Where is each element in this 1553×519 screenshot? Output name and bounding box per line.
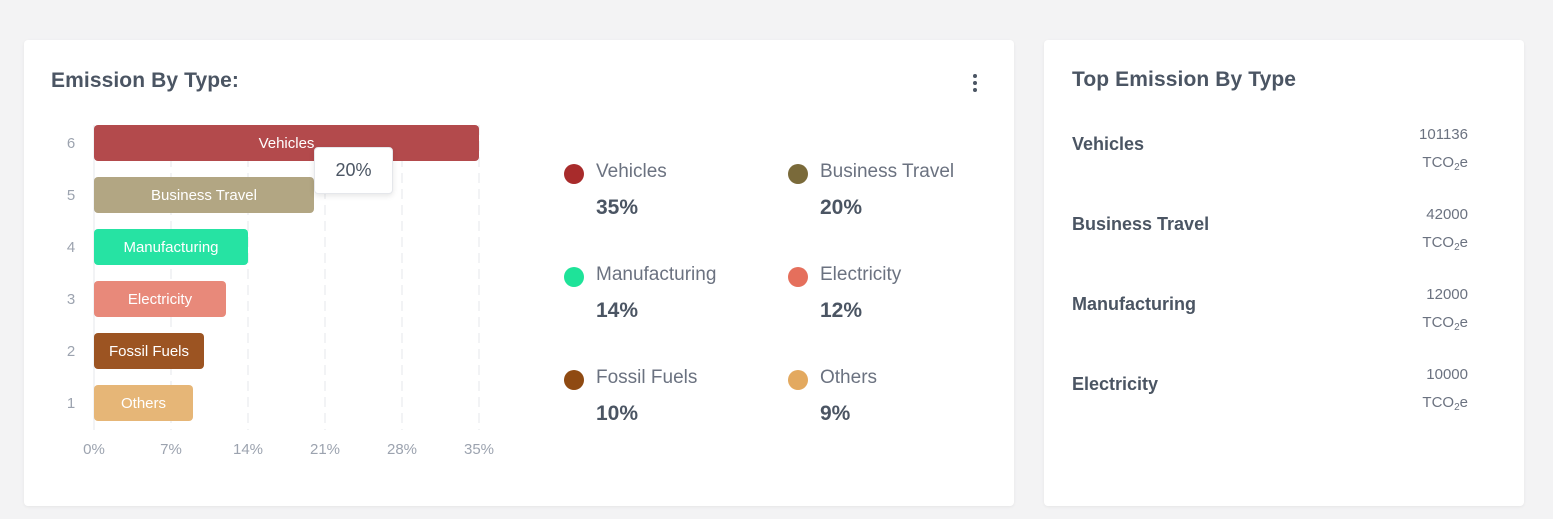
legend-dot-icon xyxy=(564,370,584,390)
top-emission-unit: TCO2e xyxy=(1422,154,1468,173)
legend-dot-icon xyxy=(788,267,808,287)
legend-value: 10% xyxy=(596,402,639,425)
x-tick-label: 7% xyxy=(160,441,182,458)
legend-value: 20% xyxy=(820,196,863,219)
top-emission-value: 12000 xyxy=(1426,286,1468,303)
card-title: Emission By Type: xyxy=(51,69,240,92)
bar-label: Business Travel xyxy=(151,187,257,204)
y-tick-label: 4 xyxy=(67,239,75,256)
legend-name: Electricity xyxy=(820,264,902,285)
emission-by-type-card: Emission By Type: 0% 7% 14% 21% 28% 35% Vehicl… xyxy=(24,40,1014,506)
top-emission-row: Business Travel 42000 TCO2e xyxy=(1072,206,1468,266)
top-emission-value: 10000 xyxy=(1426,366,1468,383)
legend-item: Business Travel 20% xyxy=(788,150,1008,230)
top-emission-unit: TCO2e xyxy=(1422,394,1468,413)
legend-item: Manufacturing 14% xyxy=(564,253,784,333)
bar xyxy=(94,177,314,213)
top-emission-unit: TCO2e xyxy=(1422,314,1468,333)
top-emission-row: Electricity 10000 TCO2e xyxy=(1072,366,1468,426)
bar-label: Others xyxy=(121,395,166,412)
top-emission-value: 42000 xyxy=(1426,206,1468,223)
legend-name: Manufacturing xyxy=(596,264,717,285)
legend-value: 14% xyxy=(596,299,639,322)
legend-name: Business Travel xyxy=(820,161,955,182)
chart-legend: Vehicles 35% Business Travel 20% Manufacturi… xyxy=(564,150,984,470)
y-tick-label: 5 xyxy=(67,187,75,204)
legend-item: Vehicles 35% xyxy=(564,150,784,230)
top-emission-name: Business Travel xyxy=(1072,214,1210,234)
legend-item: Fossil Fuels 10% xyxy=(564,356,784,436)
y-tick-label: 6 xyxy=(67,135,75,152)
bar-label: Fossil Fuels xyxy=(109,343,189,360)
x-tick-label: 35% xyxy=(464,441,494,458)
top-emission-unit: TCO2e xyxy=(1422,234,1468,253)
card-title: Top Emission By Type xyxy=(1072,68,1297,91)
top-emission-name: Vehicles xyxy=(1072,134,1145,154)
y-tick-label: 2 xyxy=(67,343,75,360)
more-vertical-icon[interactable] xyxy=(962,72,988,94)
legend-item: Others 9% xyxy=(788,356,1008,436)
top-emission-row: Manufacturing 12000 TCO2e xyxy=(1072,286,1468,346)
legend-name: Vehicles xyxy=(596,161,667,182)
bar-label: Manufacturing xyxy=(123,239,218,256)
top-emission-row: Vehicles 101136 TCO2e xyxy=(1072,126,1468,186)
legend-value: 9% xyxy=(820,402,851,425)
legend-dot-icon xyxy=(788,164,808,184)
emission-bar-chart: 0% 7% 14% 21% 28% 35% Vehicles 6 Business Travel… xyxy=(67,125,494,458)
top-emission-value: 101136 xyxy=(1419,126,1468,143)
bar xyxy=(94,385,193,421)
top-emission-name: Electricity xyxy=(1072,374,1159,394)
legend-value: 35% xyxy=(596,196,639,219)
legend-name: Fossil Fuels xyxy=(596,367,698,388)
x-tick-label: 0% xyxy=(83,441,105,458)
y-tick-label: 3 xyxy=(67,291,75,308)
x-tick-label: 28% xyxy=(387,441,417,458)
legend-dot-icon xyxy=(564,267,584,287)
bar-label: Electricity xyxy=(128,291,193,308)
top-emission-name: Manufacturing xyxy=(1072,294,1196,314)
legend-item: Electricity 12% xyxy=(788,253,1008,333)
legend-name: Others xyxy=(820,367,878,388)
top-emission-card: Top Emission By Type Vehicles 101136 TCO2e… xyxy=(1044,40,1524,506)
chart-tooltip: 20% xyxy=(314,147,393,194)
legend-dot-icon xyxy=(564,164,584,184)
bar-label: Vehicles xyxy=(259,135,315,152)
x-tick-label: 21% xyxy=(310,441,340,458)
y-tick-label: 1 xyxy=(67,395,75,412)
bar xyxy=(94,229,248,265)
bar xyxy=(94,281,226,317)
bar xyxy=(94,333,204,369)
legend-value: 12% xyxy=(820,299,863,322)
x-tick-label: 14% xyxy=(233,441,263,458)
legend-dot-icon xyxy=(788,370,808,390)
